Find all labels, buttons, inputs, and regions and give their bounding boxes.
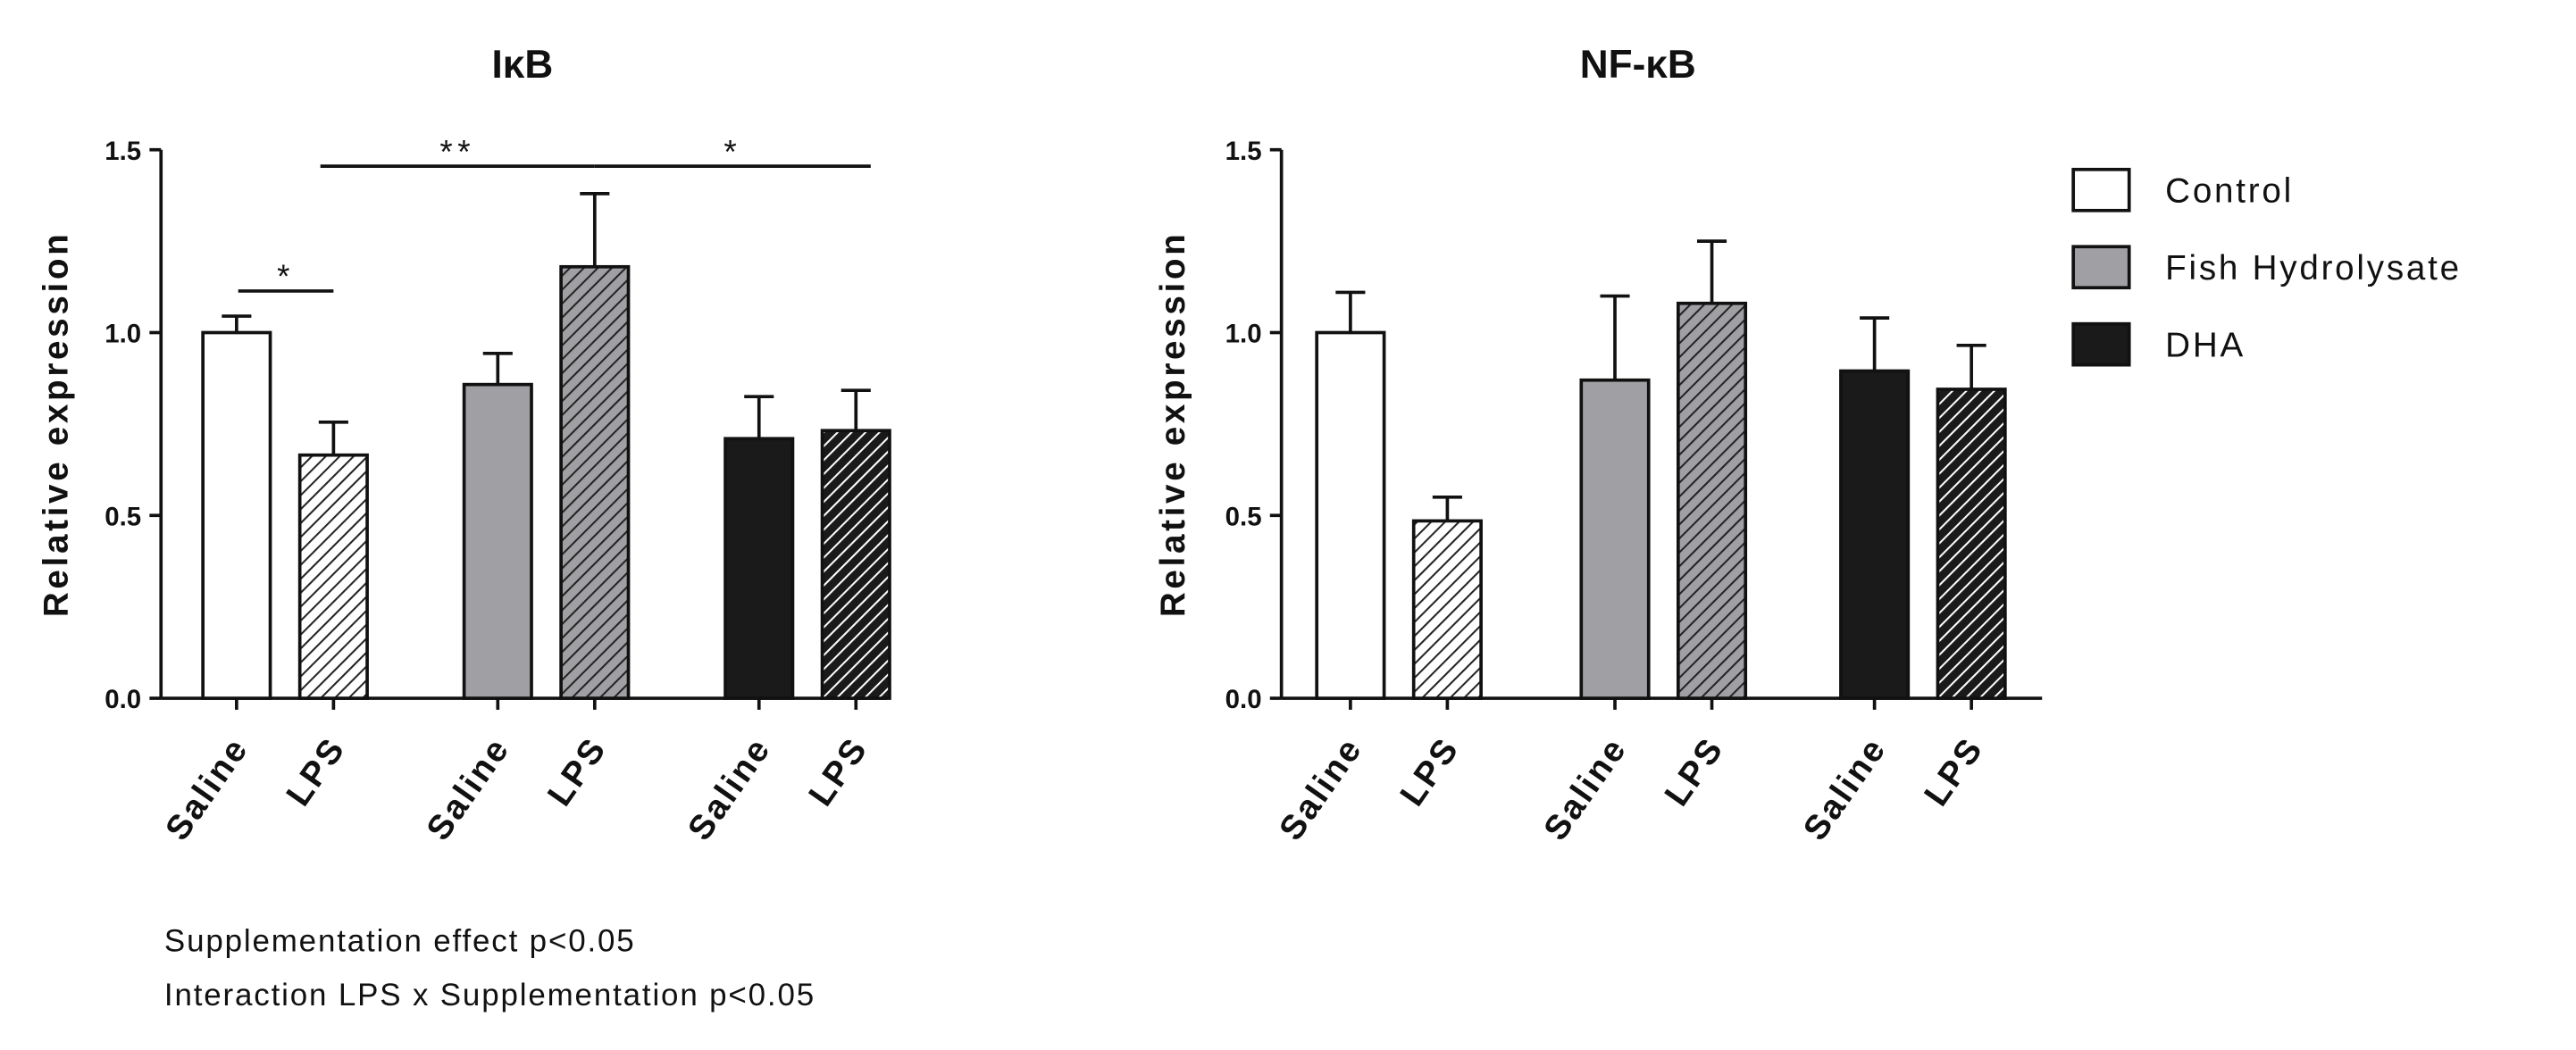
legend-label: Control xyxy=(2165,172,2294,211)
footnote: Interaction LPS x Supplementation p<0.05 xyxy=(164,978,815,1012)
legend-swatch xyxy=(2071,167,2131,212)
y-tick-label: 0.5 xyxy=(105,502,141,531)
y-tick-label: 1.5 xyxy=(1225,137,1262,166)
bar xyxy=(1839,369,1911,700)
y-tick-label: 0.0 xyxy=(1225,685,1262,714)
x-tick-label: LPS xyxy=(1658,730,1732,813)
bar xyxy=(1411,519,1483,700)
legend-swatch xyxy=(2071,245,2131,290)
x-tick-label: LPS xyxy=(540,730,615,813)
x-tick-label: Saline xyxy=(1536,730,1635,847)
bar xyxy=(559,264,631,700)
x-tick-label: Saline xyxy=(1272,730,1370,847)
significance-label: * xyxy=(277,258,295,295)
x-tick-label: LPS xyxy=(1393,730,1467,813)
chart-title: IκB xyxy=(492,43,554,87)
y-tick-label: 0.0 xyxy=(105,685,141,714)
x-tick-label: LPS xyxy=(279,730,353,813)
y-axis-label: Relative expression xyxy=(1154,231,1192,618)
legend-swatch xyxy=(2071,321,2131,367)
bar xyxy=(297,453,369,700)
footnote: Supplementation effect p<0.05 xyxy=(164,923,636,958)
bar xyxy=(1676,301,1748,700)
significance-label: * xyxy=(723,133,741,170)
x-tick-label: LPS xyxy=(801,730,875,813)
bar xyxy=(201,330,272,700)
chart-title: NF-κB xyxy=(1580,43,1696,87)
x-tick-label: Saline xyxy=(158,730,256,847)
y-tick-label: 0.5 xyxy=(1225,502,1262,531)
y-axis-label: Relative expression xyxy=(37,231,75,618)
y-tick-label: 1.5 xyxy=(105,137,141,166)
x-tick-label: Saline xyxy=(1796,730,1894,847)
x-tick-label: Saline xyxy=(681,730,779,847)
legend-label: Fish Hydrolysate xyxy=(2165,249,2462,288)
y-tick-label: 1.0 xyxy=(1225,320,1262,349)
bar xyxy=(1936,388,2007,700)
bar xyxy=(820,429,891,700)
bar xyxy=(723,437,795,700)
x-tick-label: Saline xyxy=(419,730,517,847)
y-tick-label: 1.0 xyxy=(105,320,141,349)
legend-label: DHA xyxy=(2165,326,2246,364)
bar xyxy=(1579,378,1651,700)
x-tick-label: LPS xyxy=(1917,730,1991,813)
bar xyxy=(1315,330,1386,700)
bar xyxy=(462,382,533,700)
significance-label: ** xyxy=(439,133,475,170)
